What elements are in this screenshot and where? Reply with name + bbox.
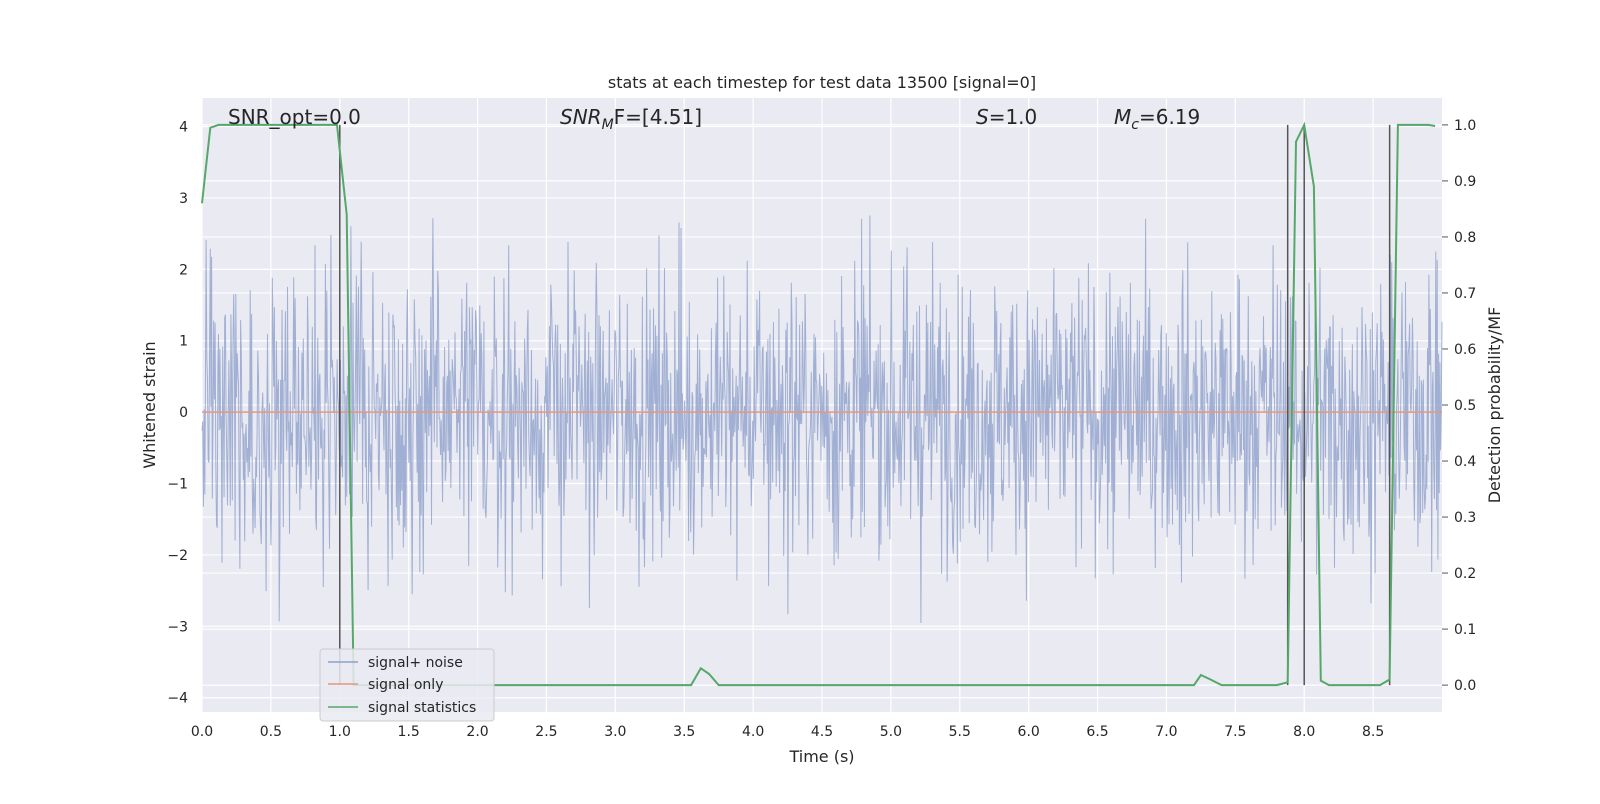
y-right-tick-label: 1.0 [1454, 118, 1476, 134]
legend: signal+ noise signal only signal statist… [319, 648, 495, 722]
y-left-tick-label: −1 [167, 477, 188, 493]
y-right-tick-label: 0.1 [1454, 622, 1476, 638]
x-tick-label: 0.5 [260, 724, 282, 740]
annotation-s-base: S [976, 105, 989, 129]
y-left-tick-label: 0 [179, 405, 188, 421]
y-right-tick-label: 0.0 [1454, 678, 1476, 694]
annotation-mc-base: M [1114, 105, 1131, 129]
y-left-tick-label: 2 [179, 262, 188, 278]
series-signal-statistics [201, 121, 1436, 687]
y-right-tick-label: 0.6 [1454, 342, 1476, 358]
tick-labels: 0.0 0.5 1.0 1.5 2.0 2.5 3.0 3.5 4.0 4.5 5.0 5.5 6.0 6… [167, 118, 1476, 740]
y-left-tick-label: 1 [179, 334, 188, 350]
x-tick-label: 6.5 [1086, 724, 1108, 740]
y-axis-label-left: Whitened strain [140, 341, 159, 468]
annotation-mc-value: =6.19 [1139, 105, 1200, 129]
x-tick-label: 7.5 [1224, 724, 1246, 740]
annotation-s-value: =1.0 [989, 105, 1038, 129]
y-axis-label-right: Detection probability/MF [1485, 307, 1504, 504]
y-left-tick-label: 3 [179, 191, 188, 207]
annotation-snr-mf-sub: M [602, 117, 614, 133]
x-tick-label: 7.0 [1155, 724, 1177, 740]
legend-label-signal-statistics: signal statistics [368, 700, 476, 716]
annotation-snr-opt: SNR_opt=0.0 [228, 105, 361, 129]
annotation-snr-mf-base: SNR [560, 105, 602, 129]
y-left-tick-label: 4 [179, 120, 188, 136]
annotation-snr-mf: SNRMF=[4.51] [560, 105, 702, 133]
x-tick-label: 8.0 [1293, 724, 1315, 740]
x-tick-label: 8.5 [1362, 724, 1384, 740]
y-right-tick-label: 0.4 [1454, 454, 1476, 470]
y-left-tick-label: −3 [167, 619, 188, 635]
x-tick-label: 3.5 [673, 724, 695, 740]
x-tick-label: 1.5 [398, 724, 420, 740]
annotation-s: S=1.0 [976, 105, 1037, 129]
x-tick-label: 4.0 [742, 724, 764, 740]
y-left-tick-label: −4 [167, 691, 188, 707]
y-right-tick-label: 0.8 [1454, 230, 1476, 246]
x-tick-label: 2.0 [466, 724, 488, 740]
y-left-tick-label: −2 [167, 548, 188, 564]
annotation-mc: Mc=6.19 [1114, 105, 1200, 133]
legend-label-signal-noise: signal+ noise [368, 655, 463, 671]
chart-title: stats at each timestep for test data 135… [608, 73, 1036, 92]
x-axis-label: Time (s) [788, 747, 854, 766]
x-tick-label: 4.5 [811, 724, 833, 740]
x-tick-label: 0.0 [191, 724, 213, 740]
y-right-tick-label: 0.3 [1454, 510, 1476, 526]
x-tick-label: 1.0 [329, 724, 351, 740]
x-tick-label: 5.0 [880, 724, 902, 740]
x-tick-label: 5.5 [949, 724, 971, 740]
y-right-tick-label: 0.9 [1454, 174, 1476, 190]
x-tick-label: 6.0 [1018, 724, 1040, 740]
signal-noise-line [201, 215, 1443, 624]
y-right-tick-label: 0.2 [1454, 566, 1476, 582]
annotation-mc-sub: c [1131, 117, 1139, 133]
annotation-snr-mf-rest: F=[4.51] [614, 105, 702, 129]
x-tick-label: 2.5 [535, 724, 557, 740]
vertical-markers [339, 124, 1391, 686]
y-right-tick-label: 0.5 [1454, 398, 1476, 414]
legend-box [319, 648, 495, 722]
legend-label-signal-only: signal only [368, 677, 443, 693]
signal-statistics-line [201, 121, 1436, 687]
series-signal-noise [201, 215, 1443, 624]
y-right-tick-label: 0.7 [1454, 286, 1476, 302]
x-tick-label: 3.0 [604, 724, 626, 740]
